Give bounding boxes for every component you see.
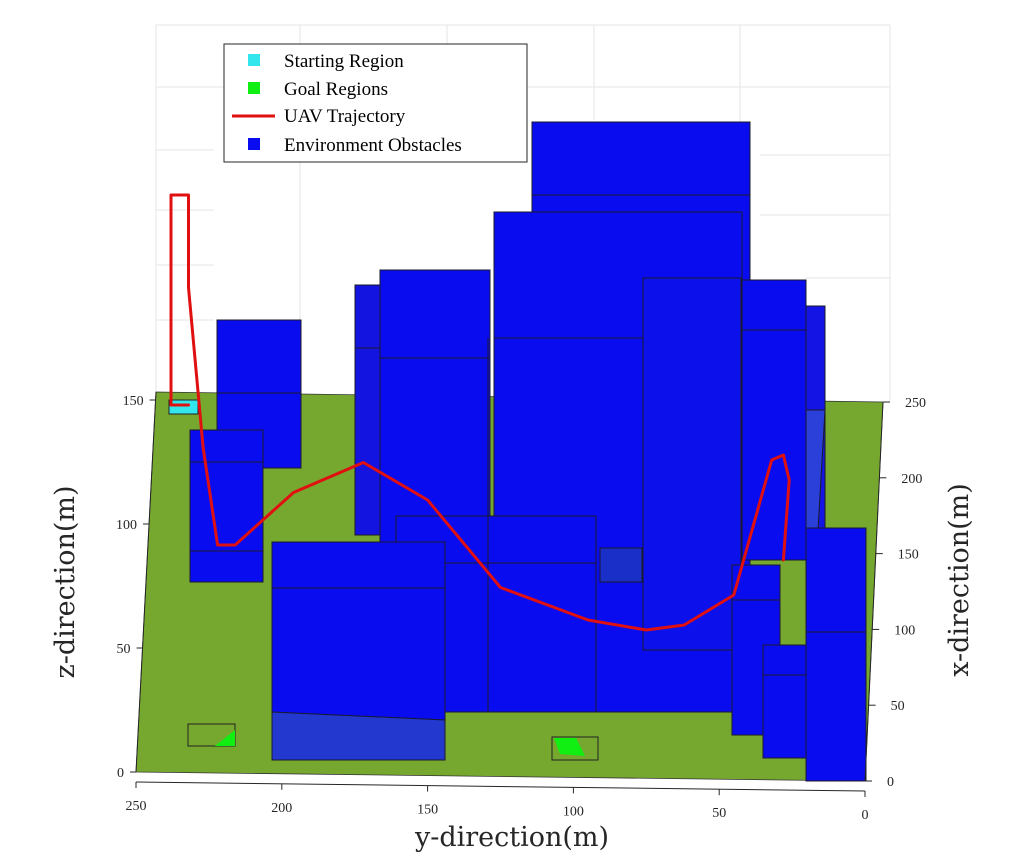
legend-label-obstacle: Environment Obstacles	[284, 135, 462, 156]
x-tick-label: 0	[887, 775, 894, 790]
legend-swatch-goal	[248, 82, 260, 94]
obstacle-block	[354, 284, 384, 536]
obstacle-block	[379, 269, 491, 561]
legend-label-goal: Goal Regions	[284, 79, 388, 100]
y-tick-label: 100	[563, 804, 584, 819]
z-axis-label: z-direction(m)	[50, 485, 81, 678]
legend-label-start: Starting Region	[284, 51, 404, 72]
legend: Starting Region Goal Regions UAV Traject…	[223, 43, 528, 163]
obstacle-block	[189, 429, 264, 583]
obstacle-block	[599, 547, 643, 583]
legend-swatch-start	[248, 54, 260, 66]
y-axis: 250 200 150 100 50 0 y-direction(m)	[126, 781, 869, 853]
legend-swatch-obstacle	[248, 138, 260, 150]
y-tick-label: 150	[417, 803, 438, 818]
x-tick-label: 150	[898, 548, 919, 563]
legend-box	[223, 43, 528, 163]
x-tick-label: 50	[891, 699, 905, 714]
z-tick-label: 150	[123, 394, 144, 409]
y-tick-label: 0	[862, 808, 869, 823]
x-axis-label: x-direction(m)	[944, 483, 975, 677]
y-axis-label: y-direction(m)	[414, 822, 609, 853]
x-tick-label: 200	[901, 472, 922, 487]
y-tick-label: 250	[126, 799, 147, 814]
z-tick-label: 100	[116, 518, 137, 533]
obstacle-block	[642, 277, 742, 651]
starting-region	[168, 399, 199, 415]
y-tick-label: 200	[271, 801, 292, 816]
x-tick-label: 100	[894, 623, 915, 638]
uav-trajectory	[169, 193, 791, 632]
z-tick-label: 50	[117, 642, 131, 657]
obstacle-block	[739, 279, 807, 561]
obstacle-block	[805, 527, 867, 782]
goal-region	[551, 736, 599, 761]
x-tick-label: 250	[905, 396, 926, 411]
goal-regions	[187, 723, 599, 761]
y-tick-label: 50	[712, 806, 726, 821]
environment-obstacles	[189, 121, 867, 782]
x-axis: 0 50 100 150 200 250 x-direction(m)	[864, 396, 975, 790]
z-tick-label: 0	[117, 766, 124, 781]
grid-lines	[155, 24, 891, 400]
legend-label-trajectory: UAV Trajectory	[284, 106, 406, 127]
z-axis: 0 50 100 150 z-direction(m)	[50, 391, 157, 781]
